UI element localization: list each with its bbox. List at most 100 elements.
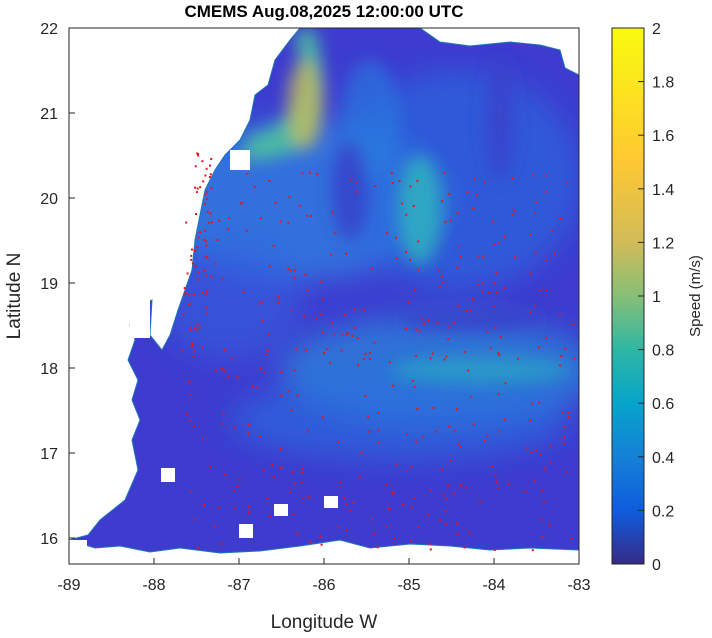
- particle: [352, 501, 355, 504]
- particle: [196, 152, 199, 155]
- particle: [190, 490, 193, 493]
- particle: [224, 473, 227, 476]
- particle: [344, 313, 347, 316]
- particle: [347, 332, 350, 335]
- particle: [210, 187, 213, 189]
- particle: [221, 277, 224, 280]
- particle: [272, 244, 275, 247]
- particle: [559, 217, 561, 219]
- particle: [355, 190, 358, 193]
- particle: [287, 221, 290, 224]
- particle: [306, 214, 309, 217]
- particle: [341, 333, 344, 336]
- particle: [320, 543, 323, 546]
- particle: [559, 364, 561, 367]
- particle: [443, 172, 446, 175]
- particle: [473, 177, 476, 180]
- particle: [296, 394, 299, 397]
- colorbar-tick-label: 0.2: [652, 503, 674, 520]
- particle: [321, 298, 324, 301]
- particle: [343, 497, 346, 500]
- x-tick-label: -84: [482, 577, 505, 594]
- particle: [511, 213, 514, 216]
- particle: [526, 447, 529, 450]
- particle: [350, 178, 353, 181]
- particle: [570, 537, 573, 540]
- x-tick-label: -88: [142, 577, 165, 594]
- particle: [544, 259, 547, 262]
- particle: [390, 172, 393, 175]
- particle: [190, 329, 193, 332]
- particle: [197, 154, 200, 157]
- particle: [190, 302, 193, 305]
- particle: [197, 236, 200, 239]
- particle: [391, 182, 394, 184]
- particle: [567, 412, 570, 414]
- particle: [405, 213, 408, 216]
- particle: [261, 319, 264, 322]
- land-mask: [69, 28, 579, 564]
- particle: [259, 367, 262, 370]
- particle: [491, 465, 494, 468]
- particle: [295, 347, 298, 350]
- particle: [190, 258, 193, 261]
- particle: [533, 480, 536, 483]
- particle: [203, 269, 206, 272]
- particle: [233, 426, 236, 429]
- particle: [290, 409, 293, 412]
- particle: [427, 319, 430, 322]
- particle: [364, 394, 367, 397]
- particle: [545, 289, 548, 292]
- particle: [196, 278, 199, 281]
- particle: [301, 172, 304, 175]
- particle: [470, 395, 473, 398]
- particle: [443, 358, 446, 361]
- particle: [267, 333, 270, 336]
- particle: [298, 204, 301, 207]
- particle: [477, 283, 480, 286]
- particle: [517, 357, 520, 360]
- colorbar-tick-label: 1.2: [652, 235, 674, 252]
- particle: [484, 439, 487, 442]
- particle: [560, 355, 563, 357]
- particle: [503, 235, 506, 238]
- particle: [199, 231, 202, 234]
- particle: [300, 481, 303, 484]
- particle: [287, 390, 290, 393]
- particle: [326, 348, 329, 351]
- particle: [180, 350, 183, 353]
- particle: [215, 369, 217, 372]
- particle: [192, 355, 195, 358]
- particle: [503, 418, 506, 421]
- particle: [535, 201, 538, 204]
- particle: [472, 207, 475, 210]
- particle: [507, 482, 510, 485]
- particle: [404, 328, 407, 330]
- particle: [319, 535, 322, 538]
- particle: [415, 440, 418, 443]
- particle: [206, 190, 209, 193]
- particle: [187, 303, 190, 306]
- particle: [293, 369, 296, 372]
- particle: [495, 272, 498, 275]
- particle: [482, 255, 485, 258]
- particle: [205, 244, 208, 247]
- particle: [368, 351, 371, 354]
- particle: [497, 430, 500, 433]
- particle: [293, 482, 296, 485]
- particle: [196, 328, 198, 331]
- particle: [205, 240, 208, 243]
- particle: [345, 252, 347, 255]
- particle: [457, 304, 460, 307]
- particle: [292, 513, 295, 516]
- particle: [360, 451, 363, 454]
- particle: [191, 344, 193, 347]
- particle: [550, 461, 553, 463]
- particle: [388, 361, 391, 364]
- particle: [564, 347, 567, 350]
- particle: [445, 497, 448, 500]
- particle: [410, 465, 413, 468]
- particle: [407, 301, 410, 304]
- particle: [454, 429, 457, 432]
- particle: [203, 202, 206, 205]
